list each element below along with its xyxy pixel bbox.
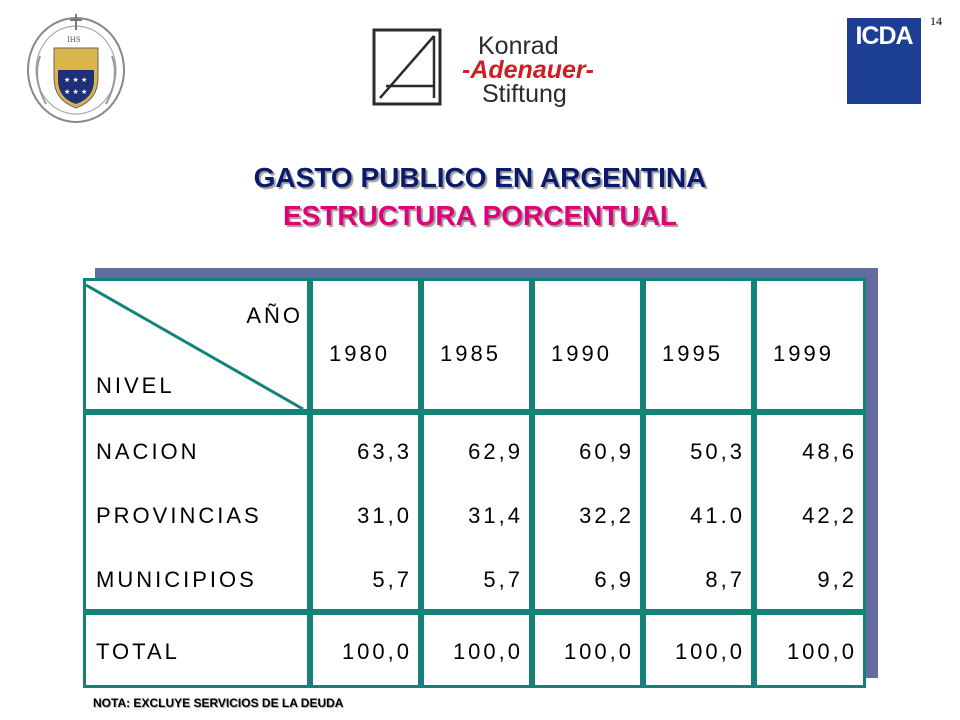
- table-cell: 5,7: [372, 567, 412, 592]
- kas-wordmark: Konrad -Adenauer- Stiftung: [462, 32, 632, 108]
- values-column-1990: 60,9 32,2 6,9: [532, 412, 643, 612]
- page-title: GASTO PUBLICO EN ARGENTINA: [253, 162, 707, 193]
- kas-emblem-logo: [372, 28, 442, 106]
- table-cell: 60,9: [579, 439, 634, 464]
- svg-text:★ ★ ★: ★ ★ ★: [64, 76, 87, 84]
- kas-line-1: Konrad: [478, 32, 559, 60]
- university-crest-logo: ★ ★ ★ ★ ★ ★ IHS: [27, 14, 125, 123]
- table-cell: 63,3: [357, 439, 412, 464]
- total-cell: 100,0: [532, 612, 643, 688]
- values-column-1985: 62,9 31,4 5,7: [421, 412, 532, 612]
- corner-diagonal: [86, 283, 304, 409]
- table-cell: 31,4: [468, 503, 523, 528]
- year-header: 1985: [440, 341, 501, 366]
- year-header-cell: 1985: [421, 278, 532, 412]
- page-number: 14: [930, 14, 942, 28]
- footnote: NOTA: EXCLUYE SERVICIOS DE LA DEUDA: [93, 696, 344, 710]
- table-cell: 5,7: [483, 567, 523, 592]
- row-label-total: TOTAL: [96, 639, 180, 664]
- table-cell: 100,0: [674, 639, 745, 664]
- table-cell: 9,2: [817, 567, 857, 592]
- svg-text:★ ★ ★: ★ ★ ★: [64, 88, 87, 96]
- row-label-nacion: NACION: [96, 439, 200, 464]
- row-label-provincias: PROVINCIAS: [96, 503, 262, 528]
- table-cell: 48,6: [802, 439, 857, 464]
- year-header: 1980: [329, 341, 390, 366]
- year-header-cell: 1995: [643, 278, 754, 412]
- values-column-1999: 48,6 42,2 9,2: [754, 412, 866, 612]
- crest-monogram: IHS: [67, 36, 81, 44]
- icda-logo: ICDA: [847, 18, 921, 104]
- row-label-municipios: MUNICIPIOS: [96, 567, 257, 592]
- data-table: AÑO NIVEL 1980 1985 1990 1995 1999 NACIO…: [83, 278, 866, 688]
- table-cell: 8,7: [705, 567, 745, 592]
- total-label-cell: TOTAL: [83, 612, 310, 688]
- total-cell: 100,0: [754, 612, 866, 688]
- table-cell: 62,9: [468, 439, 523, 464]
- kas-line-2: -Adenauer-: [462, 56, 594, 84]
- table-cell: 100,0: [341, 639, 412, 664]
- total-cell: 100,0: [643, 612, 754, 688]
- table-cell: 32,2: [579, 503, 634, 528]
- year-header: 1990: [551, 341, 612, 366]
- table-cell: 42,2: [802, 503, 857, 528]
- values-column-1980: 63,3 31,0 5,7: [310, 412, 421, 612]
- table-cell: 50,3: [690, 439, 745, 464]
- year-header-cell: 1980: [310, 278, 421, 412]
- table-cell: 100,0: [786, 639, 857, 664]
- table-cell: 100,0: [452, 639, 523, 664]
- year-header-cell: 1990: [532, 278, 643, 412]
- corner-year-label: AÑO: [246, 303, 303, 328]
- year-header-cell: 1999: [754, 278, 866, 412]
- table-cell: 6,9: [594, 567, 634, 592]
- page-subtitle: ESTRUCTURA PORCENTUAL: [282, 200, 678, 231]
- corner-level-label: NIVEL: [96, 373, 175, 398]
- table-cell: 100,0: [563, 639, 634, 664]
- year-header: 1995: [662, 341, 723, 366]
- corner-cell: AÑO NIVEL: [83, 278, 310, 412]
- kas-line-3: Stiftung: [482, 80, 567, 108]
- year-header: 1999: [773, 341, 834, 366]
- total-cell: 100,0: [421, 612, 532, 688]
- values-column-1995: 50,3 41.0 8,7: [643, 412, 754, 612]
- table-cell: 41.0: [690, 503, 745, 528]
- total-cell: 100,0: [310, 612, 421, 688]
- level-labels-cell: NACION PROVINCIAS MUNICIPIOS: [83, 412, 310, 612]
- table-cell: 31,0: [357, 503, 412, 528]
